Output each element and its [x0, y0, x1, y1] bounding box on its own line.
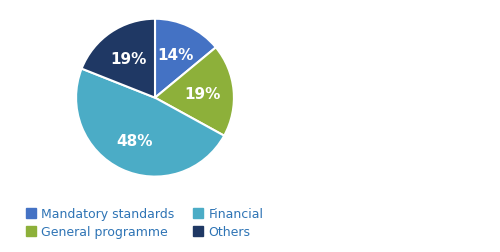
- Text: 14%: 14%: [157, 48, 194, 63]
- Text: 19%: 19%: [110, 52, 146, 67]
- Wedge shape: [155, 20, 216, 98]
- Legend: Mandatory standards, General programme, Financial, Others: Mandatory standards, General programme, …: [21, 202, 268, 243]
- Wedge shape: [76, 69, 224, 177]
- Text: 48%: 48%: [116, 134, 153, 148]
- Text: 19%: 19%: [184, 86, 220, 101]
- Wedge shape: [82, 20, 155, 98]
- Wedge shape: [155, 48, 234, 136]
